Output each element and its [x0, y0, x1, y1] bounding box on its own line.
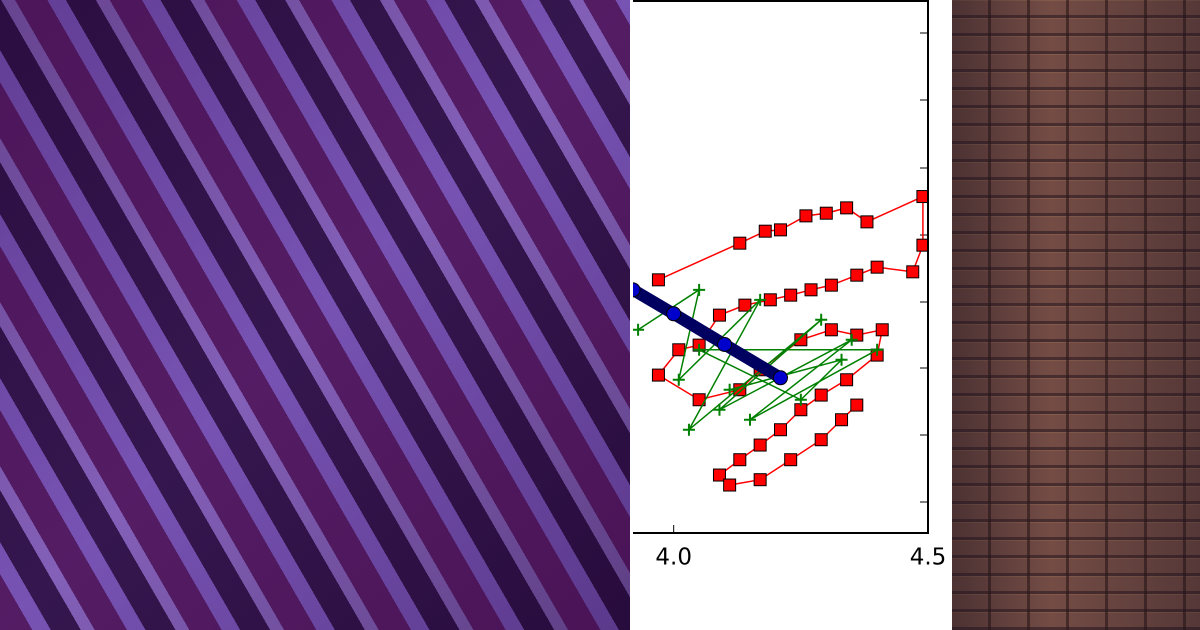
plus-marker — [871, 343, 884, 356]
square-marker — [733, 236, 747, 250]
square-marker — [753, 473, 767, 487]
plus-marker — [693, 343, 706, 356]
square-marker — [819, 206, 833, 220]
purple-abstract-image — [0, 0, 630, 630]
square-marker — [672, 343, 686, 357]
square-marker — [723, 478, 737, 492]
square-marker — [875, 323, 889, 337]
square-marker — [784, 288, 798, 302]
square-marker — [814, 388, 828, 402]
circle-marker — [773, 370, 788, 386]
y-ticks — [920, 32, 928, 503]
axes-frame — [633, 0, 929, 534]
plus-marker — [713, 403, 726, 416]
square-marker — [799, 209, 813, 223]
square-marker — [824, 323, 838, 337]
square-marker — [824, 278, 838, 292]
square-marker — [753, 438, 767, 452]
square-marker — [774, 423, 787, 437]
square-marker — [860, 215, 874, 229]
plus-marker — [693, 283, 706, 296]
plus-marker — [633, 323, 645, 336]
plus-marker — [672, 373, 685, 386]
plus-marker — [743, 413, 756, 426]
brick-wall-image — [952, 0, 1200, 630]
square-marker — [850, 268, 864, 282]
square-marker — [712, 468, 726, 482]
square-marker — [840, 373, 854, 387]
square-marker — [774, 223, 787, 237]
square-marker — [840, 201, 854, 215]
square-marker — [850, 398, 864, 412]
circle-marker — [633, 282, 641, 298]
square-marker — [651, 368, 665, 382]
circle-marker — [666, 306, 682, 322]
chart: 4.0 4.5 — [630, 0, 952, 630]
circle-marker — [717, 336, 733, 352]
plus-marker — [845, 333, 858, 346]
square-marker — [738, 298, 752, 312]
plot-area — [633, 190, 928, 492]
plus-marker — [754, 293, 767, 306]
plus-marker — [723, 383, 736, 396]
plus-marker — [794, 393, 807, 406]
square-marker — [712, 308, 726, 322]
square-marker — [916, 190, 928, 204]
square-marker — [733, 453, 747, 467]
plus-marker — [682, 423, 695, 436]
x-tick-label: 4.5 — [910, 545, 947, 571]
square-marker — [916, 238, 928, 252]
square-marker — [794, 333, 808, 347]
square-marker — [758, 224, 772, 238]
x-tick-label: 4.0 — [655, 545, 692, 571]
square-marker — [870, 260, 884, 274]
square-marker — [784, 453, 798, 467]
series-line — [633, 284, 784, 383]
square-marker — [906, 265, 920, 279]
square-marker — [814, 433, 828, 447]
square-marker — [835, 413, 849, 427]
square-marker — [804, 283, 818, 297]
plus-marker — [835, 353, 848, 366]
plus-marker — [815, 313, 828, 326]
square-marker — [651, 273, 665, 287]
